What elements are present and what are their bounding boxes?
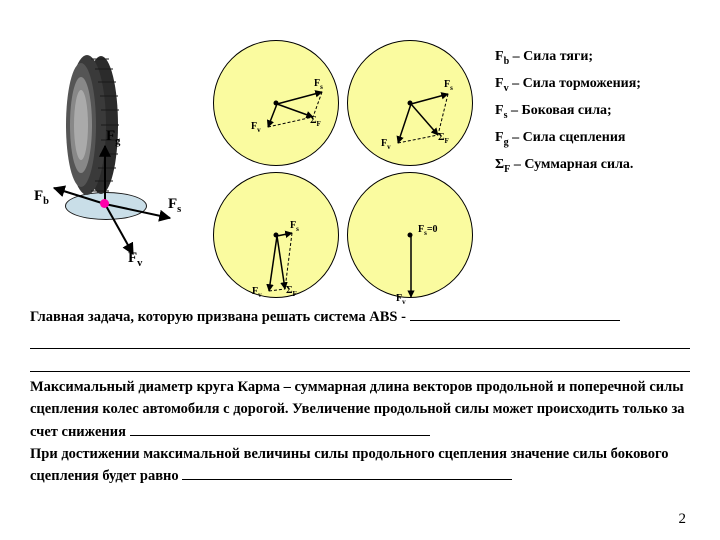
tire-force-diagram: Fg Fb Fs Fv: [30, 40, 205, 290]
label-fg: Fg: [106, 128, 120, 147]
force-legend: Fb – Сила тяги; Fv – Сила торможения; Fs…: [485, 40, 641, 179]
blank-full-2: [30, 351, 690, 372]
legend-line-sum: ΣF – Суммарная сила.: [495, 152, 641, 179]
tire-force-arrows: [30, 40, 205, 290]
page-number: 2: [679, 511, 687, 528]
blank-1: [410, 307, 620, 321]
legend-line-fv: Fv – Сила торможения;: [495, 71, 641, 98]
blank-3: [182, 466, 512, 480]
kamm-circle-3: Fs Fv ΣF: [213, 172, 339, 298]
legend-line-fg: Fg – Сила сцепления: [495, 125, 641, 152]
p1-lead: Главная задача, которую призвана решать …: [30, 309, 410, 325]
legend-line-fs: Fs – Боковая сила;: [495, 98, 641, 125]
blank-full-1: [30, 328, 690, 349]
blank-2: [130, 421, 430, 435]
legend-line-fb: Fb – Сила тяги;: [495, 44, 641, 71]
kamm-circles-grid: Fs Fv ΣF Fs Fv ΣF: [213, 40, 477, 302]
kamm-circle-2: Fs Fv ΣF: [347, 40, 473, 166]
kamm-circle-1: Fs Fv ΣF: [213, 40, 339, 166]
label-fs: Fs: [168, 196, 181, 215]
label-fv: Fv: [128, 250, 142, 269]
tire-center-dot: [100, 199, 109, 208]
body-text-block: Главная задача, которую призвана решать …: [30, 306, 690, 488]
kamm-circle-4: Fs=0 Fv: [347, 172, 473, 298]
label-fb: Fb: [34, 188, 49, 207]
